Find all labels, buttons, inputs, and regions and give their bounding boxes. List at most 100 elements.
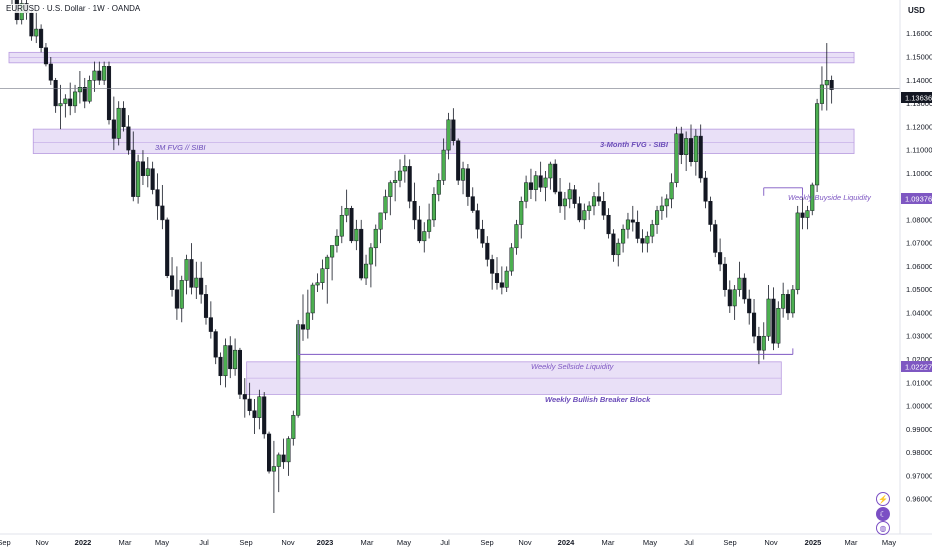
price-axis[interactable]: 1.16000 1.15000 1.14000 1.13000 1.12000 1.110… (906, 29, 932, 503)
candle-body-bear (635, 221, 640, 239)
candle (412, 182, 417, 230)
candle-body-bear (208, 317, 213, 332)
candle-body-bull (509, 247, 514, 272)
time-tick-label: Jul (440, 538, 450, 547)
candle (742, 273, 747, 304)
candle (611, 229, 616, 262)
candle (11, 0, 13, 6)
candle (596, 182, 601, 206)
moon-icon[interactable]: ☾ (876, 507, 890, 521)
candle (194, 261, 199, 299)
candle-body-bull (548, 163, 553, 179)
candle-body-bull (257, 396, 262, 418)
candle (48, 57, 53, 85)
candle-body-bear (203, 294, 209, 318)
buyside-price-tag: 1.09376 (901, 193, 932, 204)
candle (417, 205, 422, 244)
candle-body-bull (92, 70, 97, 81)
time-tick-label: Mar (845, 538, 858, 547)
candle-body-bull (732, 289, 737, 307)
candle (213, 329, 218, 365)
candle (339, 205, 344, 244)
candle (349, 205, 354, 244)
candle (688, 124, 694, 167)
candle-body-bear (713, 224, 718, 253)
time-tick-label: May (155, 538, 169, 547)
candle (674, 126, 679, 188)
currency-label[interactable]: USD (908, 6, 925, 15)
price-tick-label: 1.00000 (906, 402, 932, 411)
candle (494, 257, 500, 290)
candle-body-bull (436, 180, 441, 195)
symbol-title[interactable]: EURUSD · U.S. Dollar · 1W · OANDA (4, 4, 143, 13)
candle (189, 243, 194, 295)
lightning-icon[interactable]: ⚡ (876, 492, 890, 506)
candle-body-bear (106, 66, 112, 121)
candle-body-bull (810, 184, 815, 211)
candle-body-bear (140, 161, 145, 176)
time-tick-label: May (397, 538, 411, 547)
candle-body-bull (795, 212, 800, 290)
candle-body-bear (53, 80, 58, 107)
time-axis[interactable]: Sep Nov 2022 Mar May Jul Sep Nov 2023 Mar May Jul Se… (0, 538, 896, 547)
candle (499, 266, 504, 295)
candle (63, 94, 68, 118)
candle-body-bull (388, 182, 393, 197)
candle-body-bear (528, 182, 534, 190)
candle-body-bear (756, 335, 761, 351)
candle-body-bull (819, 84, 825, 104)
candle-body-bear (199, 277, 204, 295)
globe-icon[interactable]: ◍ (876, 521, 890, 535)
candle (402, 154, 407, 183)
candle (431, 187, 436, 227)
candle (790, 285, 795, 318)
candle (824, 43, 829, 111)
candle (650, 219, 655, 244)
price-tick-label: 0.97000 (906, 471, 932, 480)
candle-body-bull (431, 194, 436, 221)
candle (815, 98, 820, 192)
candle (698, 124, 703, 183)
candle (407, 159, 412, 209)
candle-body-bull (824, 80, 829, 86)
candle-body-bear (262, 396, 267, 435)
candle-body-bear (688, 138, 694, 162)
candle (388, 180, 393, 216)
candle-body-bull (320, 268, 325, 283)
candle (732, 285, 737, 320)
breaker-block-label: Weekly Bullish Breaker Block (545, 395, 651, 404)
candle-body-bull (368, 247, 373, 265)
candle-body-bull (305, 312, 310, 330)
candle (397, 159, 403, 188)
candle (684, 131, 689, 172)
candle-body-bull (591, 196, 597, 207)
candle (368, 243, 373, 288)
candle (553, 159, 558, 195)
candle (519, 196, 524, 239)
candle-body-bear (170, 275, 175, 290)
time-tick-label: 2024 (558, 538, 576, 547)
candle (300, 294, 306, 341)
time-tick-label: 2023 (317, 538, 334, 547)
candle (92, 61, 97, 92)
candle-body-bull (446, 119, 451, 151)
candle (228, 336, 233, 379)
time-tick-label: May (882, 538, 896, 547)
candle (359, 219, 364, 281)
candle (427, 203, 432, 239)
candle-body-bear (800, 212, 805, 218)
candle (267, 431, 272, 474)
candle (810, 182, 815, 216)
candle-body-bull (737, 277, 742, 290)
price-tick-label: 1.10000 (906, 169, 932, 178)
price-tick-label: 1.08000 (906, 215, 932, 224)
candle-body-bear (480, 228, 485, 244)
candle (795, 205, 800, 295)
candle (34, 10, 39, 44)
candle-body-bear (68, 98, 73, 107)
price-tick-label: 1.04000 (906, 308, 932, 317)
candle-body-bull (790, 289, 795, 314)
candle (233, 338, 238, 376)
price-tick-label: 1.12000 (906, 122, 932, 131)
